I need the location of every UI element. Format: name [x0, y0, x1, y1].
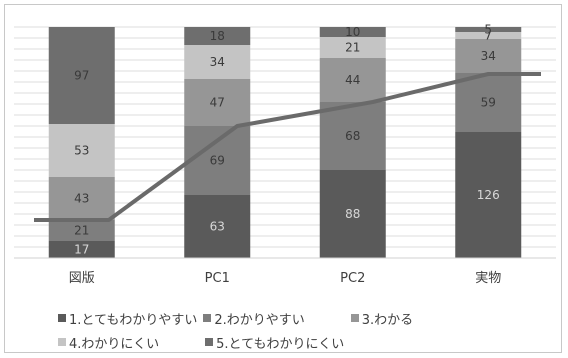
data-label-1-0: 63 — [210, 220, 225, 234]
bar-2-3 — [319, 37, 386, 58]
data-label-3-1: 59 — [481, 96, 496, 110]
bar-3-0 — [455, 132, 522, 258]
legend-label-3: 3.わかる — [361, 312, 414, 328]
bar-0-2 — [48, 177, 115, 220]
bar-1-3 — [184, 45, 251, 79]
bar-0-0 — [48, 241, 115, 258]
bar-3-1 — [455, 73, 522, 132]
data-label-2-2: 44 — [345, 73, 360, 87]
data-label-0-0: 17 — [74, 243, 89, 257]
data-label-0-4: 97 — [74, 69, 89, 83]
data-label-1-4: 18 — [210, 29, 225, 43]
bar-0-4 — [48, 27, 115, 124]
x-tick-label-2: PC2 — [340, 271, 365, 286]
legend-row-2: 4.わかりにくい 5.とてもわかりにくい — [58, 330, 538, 354]
legend-label-1: 1.とてもわかりやすい — [69, 312, 198, 328]
bar-0-1 — [48, 220, 115, 241]
data-label-3-4: 5 — [484, 23, 492, 37]
bar-2-0 — [319, 170, 386, 258]
legend-label-2: 2.わかりやすい — [214, 312, 305, 328]
data-label-1-1: 69 — [210, 154, 225, 168]
bar-1-2 — [184, 79, 251, 126]
legend-item-4: 4.わかりにくい — [58, 333, 159, 352]
data-label-3-0: 126 — [477, 188, 500, 202]
bar-1-0 — [184, 195, 251, 258]
bar-3-2 — [455, 39, 522, 73]
data-label-3-3: 7 — [484, 29, 492, 43]
data-label-1-2: 47 — [210, 96, 225, 110]
legend-item-5: 5.とてもわかりにくい — [205, 333, 344, 352]
bar-3-3 — [455, 32, 522, 39]
data-label-3-2: 34 — [481, 49, 496, 63]
bar-2-1 — [319, 102, 386, 170]
data-label-2-1: 68 — [345, 129, 360, 143]
legend-row-1: 1.とてもわかりやすい 2.わかりやすい 3.わかる — [58, 306, 538, 330]
data-label-2-3: 21 — [345, 41, 360, 55]
legend-swatch-5 — [205, 338, 214, 346]
legend-swatch-3 — [350, 314, 359, 322]
bar-1-1 — [184, 126, 251, 195]
legend-swatch-1 — [58, 314, 66, 322]
legend-label-5: 5.とてもわかりにくい — [216, 336, 345, 352]
legend-item-1: 1.とてもわかりやすい — [58, 309, 197, 328]
bar-2-4 — [319, 27, 386, 37]
bar-3-4 — [455, 27, 522, 32]
x-tick-label-0: 図版 — [69, 271, 95, 286]
legend-item-3: 3.わかる — [350, 309, 414, 328]
legend-item-2: 2.わかりやすい — [203, 309, 305, 328]
legend-swatch-4 — [58, 338, 66, 346]
bar-2-2 — [319, 58, 386, 102]
x-tick-label-1: PC1 — [205, 271, 230, 286]
legend-label-4: 4.わかりにくい — [69, 336, 160, 352]
trend-line — [34, 72, 541, 222]
data-label-0-1: 21 — [74, 224, 89, 238]
bar-1-4 — [184, 27, 251, 45]
data-label-1-3: 34 — [210, 55, 225, 69]
data-label-2-4: 10 — [345, 25, 360, 39]
legend-swatch-2 — [203, 314, 212, 322]
data-label-0-2: 43 — [74, 192, 89, 206]
legend: 1.とてもわかりやすい 2.わかりやすい 3.わかる 4.わかりにくい 5.とて… — [58, 306, 538, 354]
data-label-0-3: 53 — [74, 144, 89, 158]
data-label-2-0: 88 — [345, 207, 360, 221]
x-tick-label-3: 実物 — [475, 270, 501, 286]
bar-0-3 — [48, 124, 115, 177]
